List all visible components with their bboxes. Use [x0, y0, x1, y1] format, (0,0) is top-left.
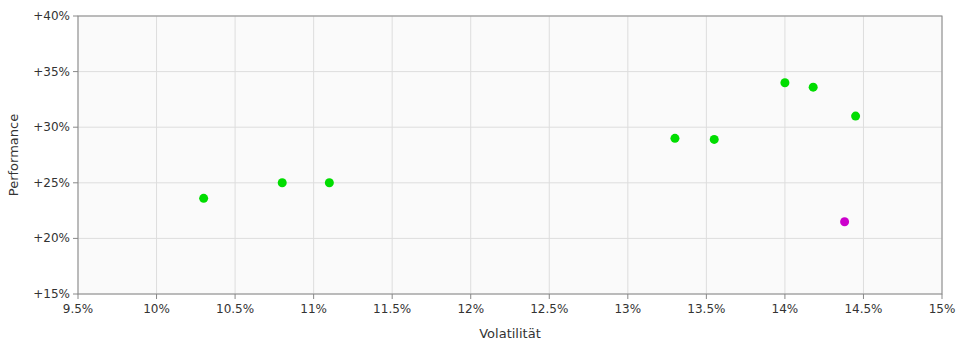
grid-line-x [706, 16, 707, 294]
grid-line-x [863, 16, 864, 294]
point [809, 83, 818, 92]
tick-label-y: +15% [33, 287, 70, 301]
tick-x [942, 294, 943, 299]
tick-label-x: 10.5% [216, 302, 254, 316]
tick-x [156, 294, 157, 299]
grid-line-y [78, 71, 942, 72]
tick-label-x: 12.5% [530, 302, 568, 316]
tick-y [73, 127, 78, 128]
grid-line-x [235, 16, 236, 294]
tick-label-x: 9.5% [63, 302, 94, 316]
tick-label-x: 14.5% [844, 302, 882, 316]
tick-label-x: 14% [772, 302, 799, 316]
series [199, 78, 860, 203]
tick-label-y: +20% [33, 231, 70, 245]
grid-line-x [392, 16, 393, 294]
tick-label-x: 13.5% [687, 302, 725, 316]
plot-frame [78, 16, 942, 294]
tick-x [706, 294, 707, 299]
grid-line-x [627, 16, 628, 294]
point [325, 178, 334, 187]
tick-x [549, 294, 550, 299]
tick-y [73, 16, 78, 17]
point [670, 134, 679, 143]
tick-label-y: +40% [33, 9, 70, 23]
tick-y [73, 294, 78, 295]
tick-x [627, 294, 628, 299]
tick-label-x: 13% [614, 302, 641, 316]
chart: 9.5% 10% 10.5% 11% 11.5% 12% 12.5% 13% 13.5% 14% 1… [0, 0, 966, 350]
point [710, 135, 719, 144]
tick-label-y: +30% [33, 120, 70, 134]
marks [199, 78, 860, 226]
grid-line-x [156, 16, 157, 294]
point [278, 178, 287, 187]
tick-y [73, 182, 78, 183]
point [851, 112, 860, 121]
grid-line-x [549, 16, 550, 294]
grid-line-y [78, 127, 942, 128]
grid-line-x [470, 16, 471, 294]
tick-label-x: 10% [143, 302, 170, 316]
tick-label-x: 15% [929, 302, 956, 316]
point [840, 217, 849, 226]
tick-label-x: 11% [300, 302, 327, 316]
tick-x [470, 294, 471, 299]
grid-line-y [78, 238, 942, 239]
tick-x [392, 294, 393, 299]
tick-label-x: 11.5% [373, 302, 411, 316]
point [780, 78, 789, 87]
grid-line-y [78, 182, 942, 183]
grid-line-x [784, 16, 785, 294]
tick-label-y: +25% [33, 176, 70, 190]
point [199, 194, 208, 203]
tick-x [313, 294, 314, 299]
axes: 9.5% 10% 10.5% 11% 11.5% 12% 12.5% 13% 13.5% 14% 1… [33, 9, 955, 316]
grid [78, 16, 942, 294]
tick-x [863, 294, 864, 299]
tick-x [235, 294, 236, 299]
series [840, 217, 849, 226]
tick-x [784, 294, 785, 299]
tick-x [78, 294, 79, 299]
tick-y [73, 71, 78, 72]
plot-area [78, 16, 942, 294]
x-axis-label: Volatilität [479, 326, 541, 341]
tick-label-x: 12% [457, 302, 484, 316]
tick-y [73, 238, 78, 239]
tick-label-y: +35% [33, 65, 70, 79]
grid-line-x [313, 16, 314, 294]
y-axis-label: Performance [6, 114, 21, 196]
